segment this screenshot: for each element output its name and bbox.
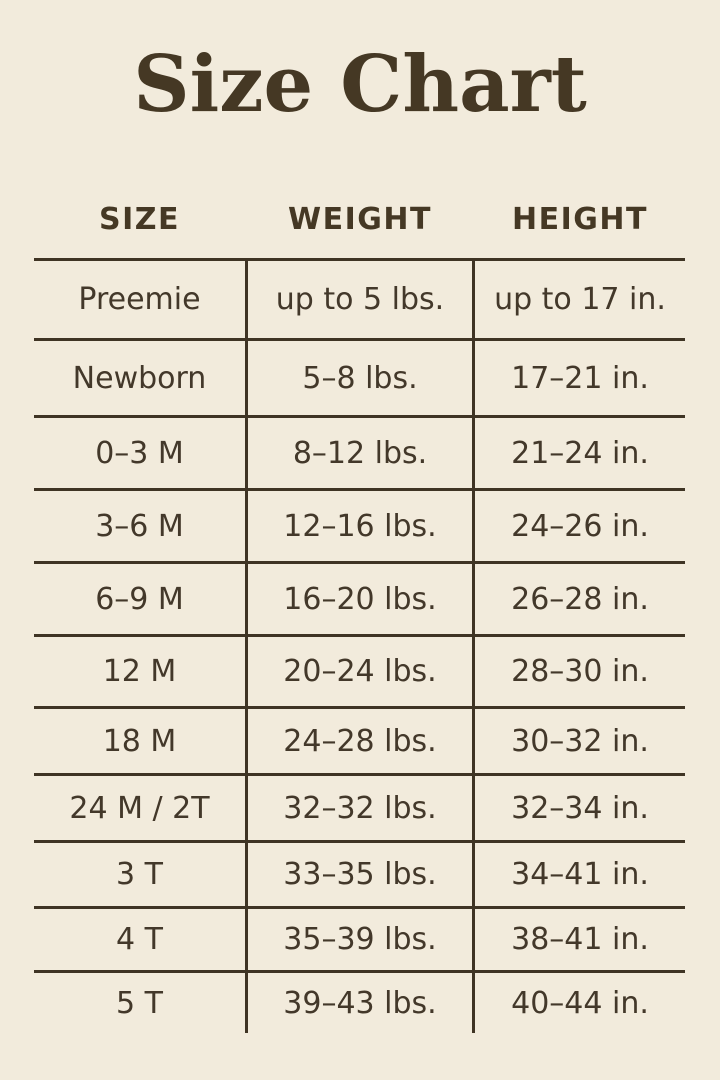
weight-cell: 12–16 lbs. [245,491,475,561]
height-cell: 34–41 in. [511,857,649,892]
weight-cell: 35–39 lbs. [245,909,475,970]
height-cell: 32–34 in. [511,790,649,826]
table-row: 12 M 20–24 lbs. 28–30 in. [34,634,685,706]
table-row: 0–3 M 8–12 lbs. 21–24 in. [34,415,685,488]
size-cell: 0–3 M [95,435,184,471]
size-cell: 12 M [102,654,177,689]
height-cell: 21–24 in. [511,435,649,471]
size-cell: Preemie [78,282,201,317]
weight-cell: 33–35 lbs. [245,843,475,906]
size-chart-table: SIZE WEIGHT HEIGHT Preemie up to 5 lbs. up… [34,180,685,1033]
height-cell: 24–26 in. [511,508,649,544]
weight-cell: 5–8 lbs. [245,341,475,415]
height-cell: 30–32 in. [511,723,649,759]
column-header-weight: WEIGHT [288,201,432,237]
height-cell: 26–28 in. [511,581,649,617]
weight-cell: 8–12 lbs. [245,418,475,488]
height-cell: 28–30 in. [511,654,649,689]
column-header-size: SIZE [98,201,180,237]
weight-cell: 39–43 lbs. [245,973,475,1033]
page-title: Size Chart [133,39,587,130]
height-cell: up to 17 in. [494,282,666,317]
size-cell: 4 T [116,922,163,957]
size-cell: 5 T [116,985,163,1021]
weight-cell: 20–24 lbs. [245,637,475,706]
weight-cell: 16–20 lbs. [245,564,475,634]
size-cell: 24 M / 2T [69,790,210,826]
weight-cell: 32–32 lbs. [245,776,475,840]
size-cell: 18 M [102,723,177,759]
table-row: Newborn 5–8 lbs. 17–21 in. [34,338,685,415]
table-row: 18 M 24–28 lbs. 30–32 in. [34,706,685,773]
size-cell: 6–9 M [95,581,184,617]
size-cell: Newborn [72,360,207,396]
table-row: 5 T 39–43 lbs. 40–44 in. [34,970,685,1033]
table-row: 4 T 35–39 lbs. 38–41 in. [34,906,685,970]
table-row: Preemie up to 5 lbs. up to 17 in. [34,258,685,338]
table-row: 6–9 M 16–20 lbs. 26–28 in. [34,561,685,634]
weight-cell: up to 5 lbs. [245,261,475,338]
table-row: 24 M / 2T 32–32 lbs. 32–34 in. [34,773,685,840]
size-cell: 3–6 M [95,508,184,544]
height-cell: 17–21 in. [511,360,649,396]
size-table-body: Preemie up to 5 lbs. up to 17 in. Newborn 5–… [34,258,685,1033]
weight-cell: 24–28 lbs. [245,709,475,773]
column-header-height: HEIGHT [512,201,648,237]
table-header-row: SIZE WEIGHT HEIGHT [34,180,685,258]
height-cell: 40–44 in. [511,985,649,1021]
table-row: 3–6 M 12–16 lbs. 24–26 in. [34,488,685,561]
size-cell: 3 T [116,857,163,892]
height-cell: 38–41 in. [511,922,649,957]
table-row: 3 T 33–35 lbs. 34–41 in. [34,840,685,906]
